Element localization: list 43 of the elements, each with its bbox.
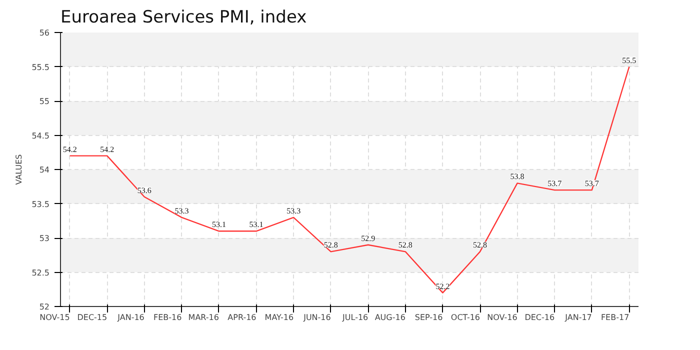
x-tick-label: NOV-16 <box>487 313 518 322</box>
y-tick-label: 52 <box>39 302 50 312</box>
data-label: 53.7 <box>548 179 562 188</box>
chart-title: Euroarea Services PMI, index <box>60 8 307 28</box>
x-tick-label: JAN-17 <box>564 313 592 322</box>
x-tick-label: FEB-16 <box>153 313 182 322</box>
y-tick-label: 55.5 <box>32 62 50 72</box>
y-tick-label: 55 <box>39 97 50 106</box>
y-tick-label: 54 <box>39 166 50 174</box>
data-label: 53.6 <box>137 186 152 195</box>
x-tick-label: APR-16 <box>228 313 256 322</box>
data-label: 52.8 <box>324 240 338 250</box>
x-tick-label: JAN-16 <box>116 313 144 322</box>
data-label: 52.9 <box>361 234 376 243</box>
data-label: 53.7 <box>584 179 599 188</box>
data-label: 53.8 <box>510 172 524 182</box>
y-tick-label: 54.5 <box>32 131 50 140</box>
data-label: 53.3 <box>174 206 189 216</box>
data-label: 52.8 <box>398 240 412 250</box>
x-tick-label: MAY-16 <box>264 313 294 322</box>
data-label: 52.2 <box>436 282 450 291</box>
data-label: 53.3 <box>286 206 301 216</box>
x-tick-label: SEP-16 <box>414 313 443 322</box>
y-tick-label: 52.5 <box>32 268 50 278</box>
x-tick-label: DEC-15 <box>77 313 108 322</box>
y-tick-label: 56 <box>39 28 50 38</box>
y-tick-label: 53.5 <box>32 200 50 209</box>
data-label: 54.2 <box>62 144 77 154</box>
data-label: 53.1 <box>212 220 226 230</box>
data-label: 55.5 <box>622 56 636 65</box>
x-tick-label: OCT-16 <box>450 313 480 322</box>
x-tick-label: NOV-15 <box>40 313 70 322</box>
y-tick-label: 53 <box>39 234 50 243</box>
x-tick-label: FEB-17 <box>600 313 630 322</box>
x-tick-label: DEC-16 <box>524 313 555 322</box>
y-axis-title: VALUES <box>14 154 24 185</box>
x-tick-label: JUN-16 <box>302 313 331 322</box>
data-label: 54.2 <box>100 144 114 154</box>
data-label: 52.8 <box>473 240 488 250</box>
x-tick-label: AUG-16 <box>374 313 406 322</box>
x-tick-label: JUL-16 <box>342 313 368 322</box>
x-tick-label: MAR-16 <box>188 313 219 322</box>
data-label: 53.1 <box>249 220 264 230</box>
